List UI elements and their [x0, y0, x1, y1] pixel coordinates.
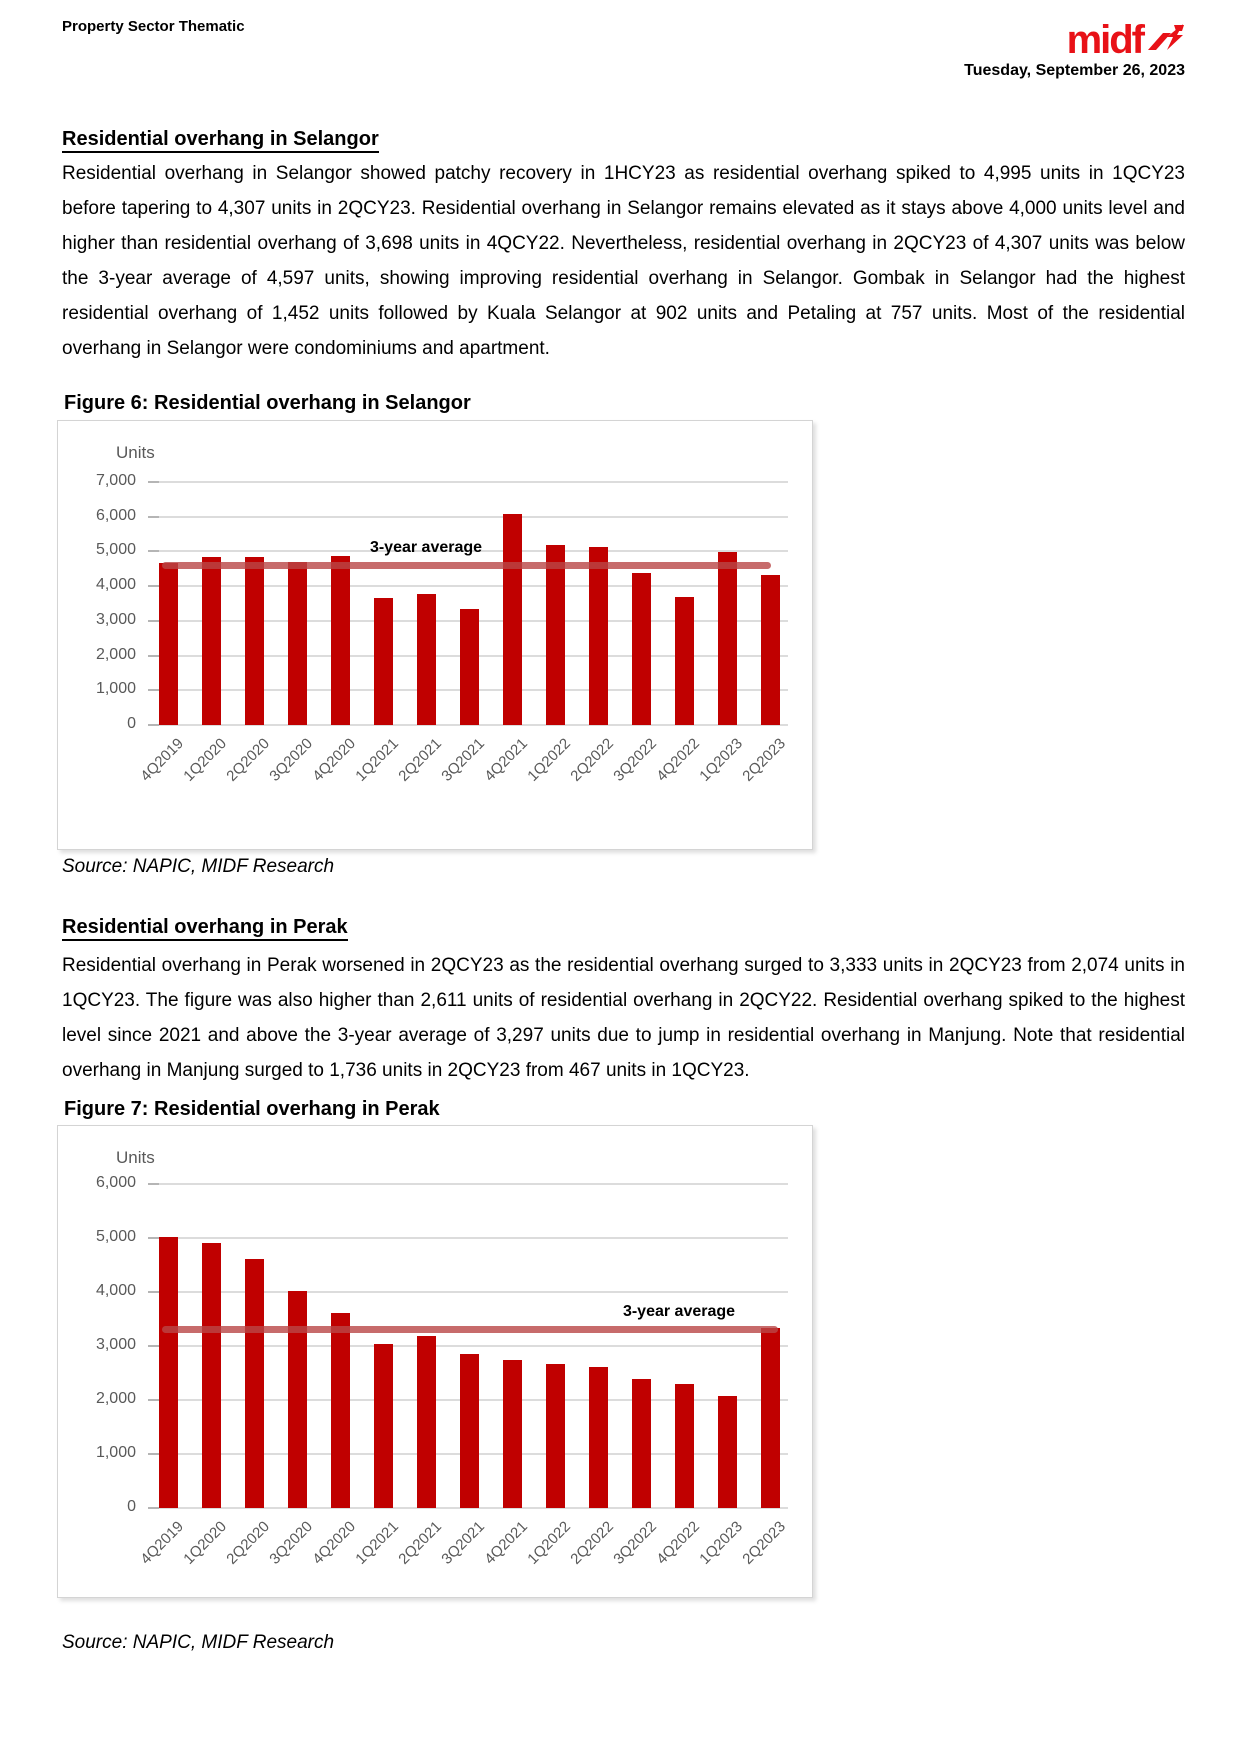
midf-logo-text: midf — [1066, 18, 1145, 62]
bar-4Q2022 — [675, 1383, 694, 1508]
three-year-average-label: 3-year average — [369, 538, 483, 556]
gridline-4000 — [148, 1291, 788, 1293]
paragraph-perak: Residential overhang in Perak worsened i… — [62, 955, 1185, 1081]
bar-1Q2022 — [546, 1364, 565, 1508]
bar-1Q2022 — [546, 544, 565, 725]
y-tick-1000 — [148, 1453, 159, 1455]
bar-2Q2022 — [589, 1367, 608, 1508]
y-tick-label-6000: 6,000 — [95, 506, 136, 524]
bar-3Q2022 — [632, 1378, 651, 1508]
y-axis-units-label: Units — [116, 443, 155, 462]
y-tick-label-6000: 6,000 — [95, 1174, 136, 1191]
gridline-7000 — [148, 481, 788, 483]
figure7-caption: Figure 7: Residential overhang in Perak — [64, 1098, 440, 1120]
y-tick-4000 — [148, 585, 159, 588]
y-tick-3000 — [148, 619, 159, 622]
bar-2Q2020 — [245, 556, 264, 725]
three-year-average-label: 3-year average — [622, 1303, 736, 1321]
y-tick-label-3000: 3,000 — [95, 1336, 136, 1353]
y-tick-label-7000: 7,000 — [95, 472, 136, 489]
y-tick-4000 — [148, 1291, 159, 1293]
y-tick-7000 — [148, 481, 159, 483]
bar-4Q2021 — [503, 1360, 522, 1508]
section-heading-perak: Residential overhang in Perak — [62, 916, 348, 941]
bar-2Q2022 — [589, 546, 608, 725]
y-tick-6000 — [148, 515, 159, 518]
bar-3Q2021 — [460, 1353, 479, 1508]
section-heading-selangor: Residential overhang in Selangor — [62, 128, 379, 153]
gridline-0 — [148, 724, 788, 726]
report-type-label: Property Sector Thematic — [62, 18, 245, 35]
midf-arrow-icon — [1148, 24, 1184, 50]
y-tick-label-0: 0 — [127, 1498, 136, 1515]
y-tick-label-5000: 5,000 — [95, 1228, 136, 1245]
gridline-5000 — [148, 550, 788, 553]
paragraph-selangor: Residential overhang in Selangor showed … — [62, 163, 1185, 359]
bar-2Q2021 — [417, 594, 436, 725]
y-tick-0 — [148, 1507, 159, 1509]
y-tick-6000 — [148, 1183, 159, 1185]
bar-1Q2021 — [374, 1344, 393, 1508]
gridline-4000 — [148, 585, 788, 588]
y-tick-label-2000: 2,000 — [95, 1390, 136, 1407]
y-tick-label-2000: 2,000 — [95, 645, 136, 663]
bar-3Q2021 — [460, 608, 479, 725]
y-tick-2000 — [148, 654, 159, 657]
bar-4Q2020 — [331, 555, 350, 725]
y-tick-3000 — [148, 1345, 159, 1347]
bar-4Q2019 — [159, 1236, 178, 1508]
midf-logo: midf — [964, 20, 1185, 60]
y-tick-5000 — [148, 550, 159, 553]
y-tick-2000 — [148, 1399, 159, 1401]
gridline-0 — [148, 1507, 788, 1509]
y-tick-0 — [148, 724, 159, 726]
three-year-average-line — [162, 561, 771, 569]
bar-3Q2022 — [632, 573, 651, 725]
bar-1Q2021 — [374, 598, 393, 725]
bar-1Q2023 — [718, 551, 737, 725]
bar-3Q2020 — [288, 1290, 307, 1508]
y-axis-units-label: Units — [116, 1148, 155, 1167]
y-tick-label-3000: 3,000 — [95, 610, 136, 628]
y-tick-label-1000: 1,000 — [95, 680, 136, 698]
bar-4Q2019 — [159, 562, 178, 725]
y-tick-label-1000: 1,000 — [95, 1444, 136, 1461]
bar-3Q2020 — [288, 562, 307, 725]
gridline-3000 — [148, 1345, 788, 1347]
gridline-6000 — [148, 515, 788, 518]
bar-4Q2022 — [675, 596, 694, 725]
bar-1Q2020 — [202, 1243, 221, 1508]
gridline-6000 — [148, 1183, 788, 1185]
bar-1Q2020 — [202, 557, 221, 725]
figure6-caption: Figure 6: Residential overhang in Selang… — [64, 392, 471, 414]
y-tick-label-4000: 4,000 — [95, 1282, 136, 1299]
y-tick-label-5000: 5,000 — [95, 541, 136, 559]
y-tick-5000 — [148, 1237, 159, 1239]
y-tick-label-4000: 4,000 — [95, 576, 136, 594]
gridline-5000 — [148, 1237, 788, 1239]
y-tick-label-0: 0 — [127, 715, 136, 732]
figure6-source: Source: NAPIC, MIDF Research — [62, 856, 335, 877]
bar-2Q2023 — [761, 575, 780, 725]
figure6-chart: Units 7,000 6,000 5,000 4,000 3,000 2,000 1,000… — [57, 420, 813, 850]
bar-2Q2023 — [761, 1328, 780, 1508]
bar-4Q2020 — [331, 1312, 350, 1508]
figure7-chart: Units 6,000 5,000 4,000 3,000 2,000 1,000 0 4Q20… — [57, 1125, 813, 1598]
bar-1Q2023 — [718, 1396, 737, 1508]
header-right: midf Tuesday, September 26, 2023 — [964, 20, 1185, 80]
bar-2Q2021 — [417, 1335, 436, 1508]
three-year-average-line — [162, 1326, 778, 1334]
report-date: Tuesday, September 26, 2023 — [964, 62, 1185, 79]
figure7-source: Source: NAPIC, MIDF Research — [62, 1632, 335, 1653]
y-tick-1000 — [148, 689, 159, 692]
bar-2Q2020 — [245, 1258, 264, 1508]
